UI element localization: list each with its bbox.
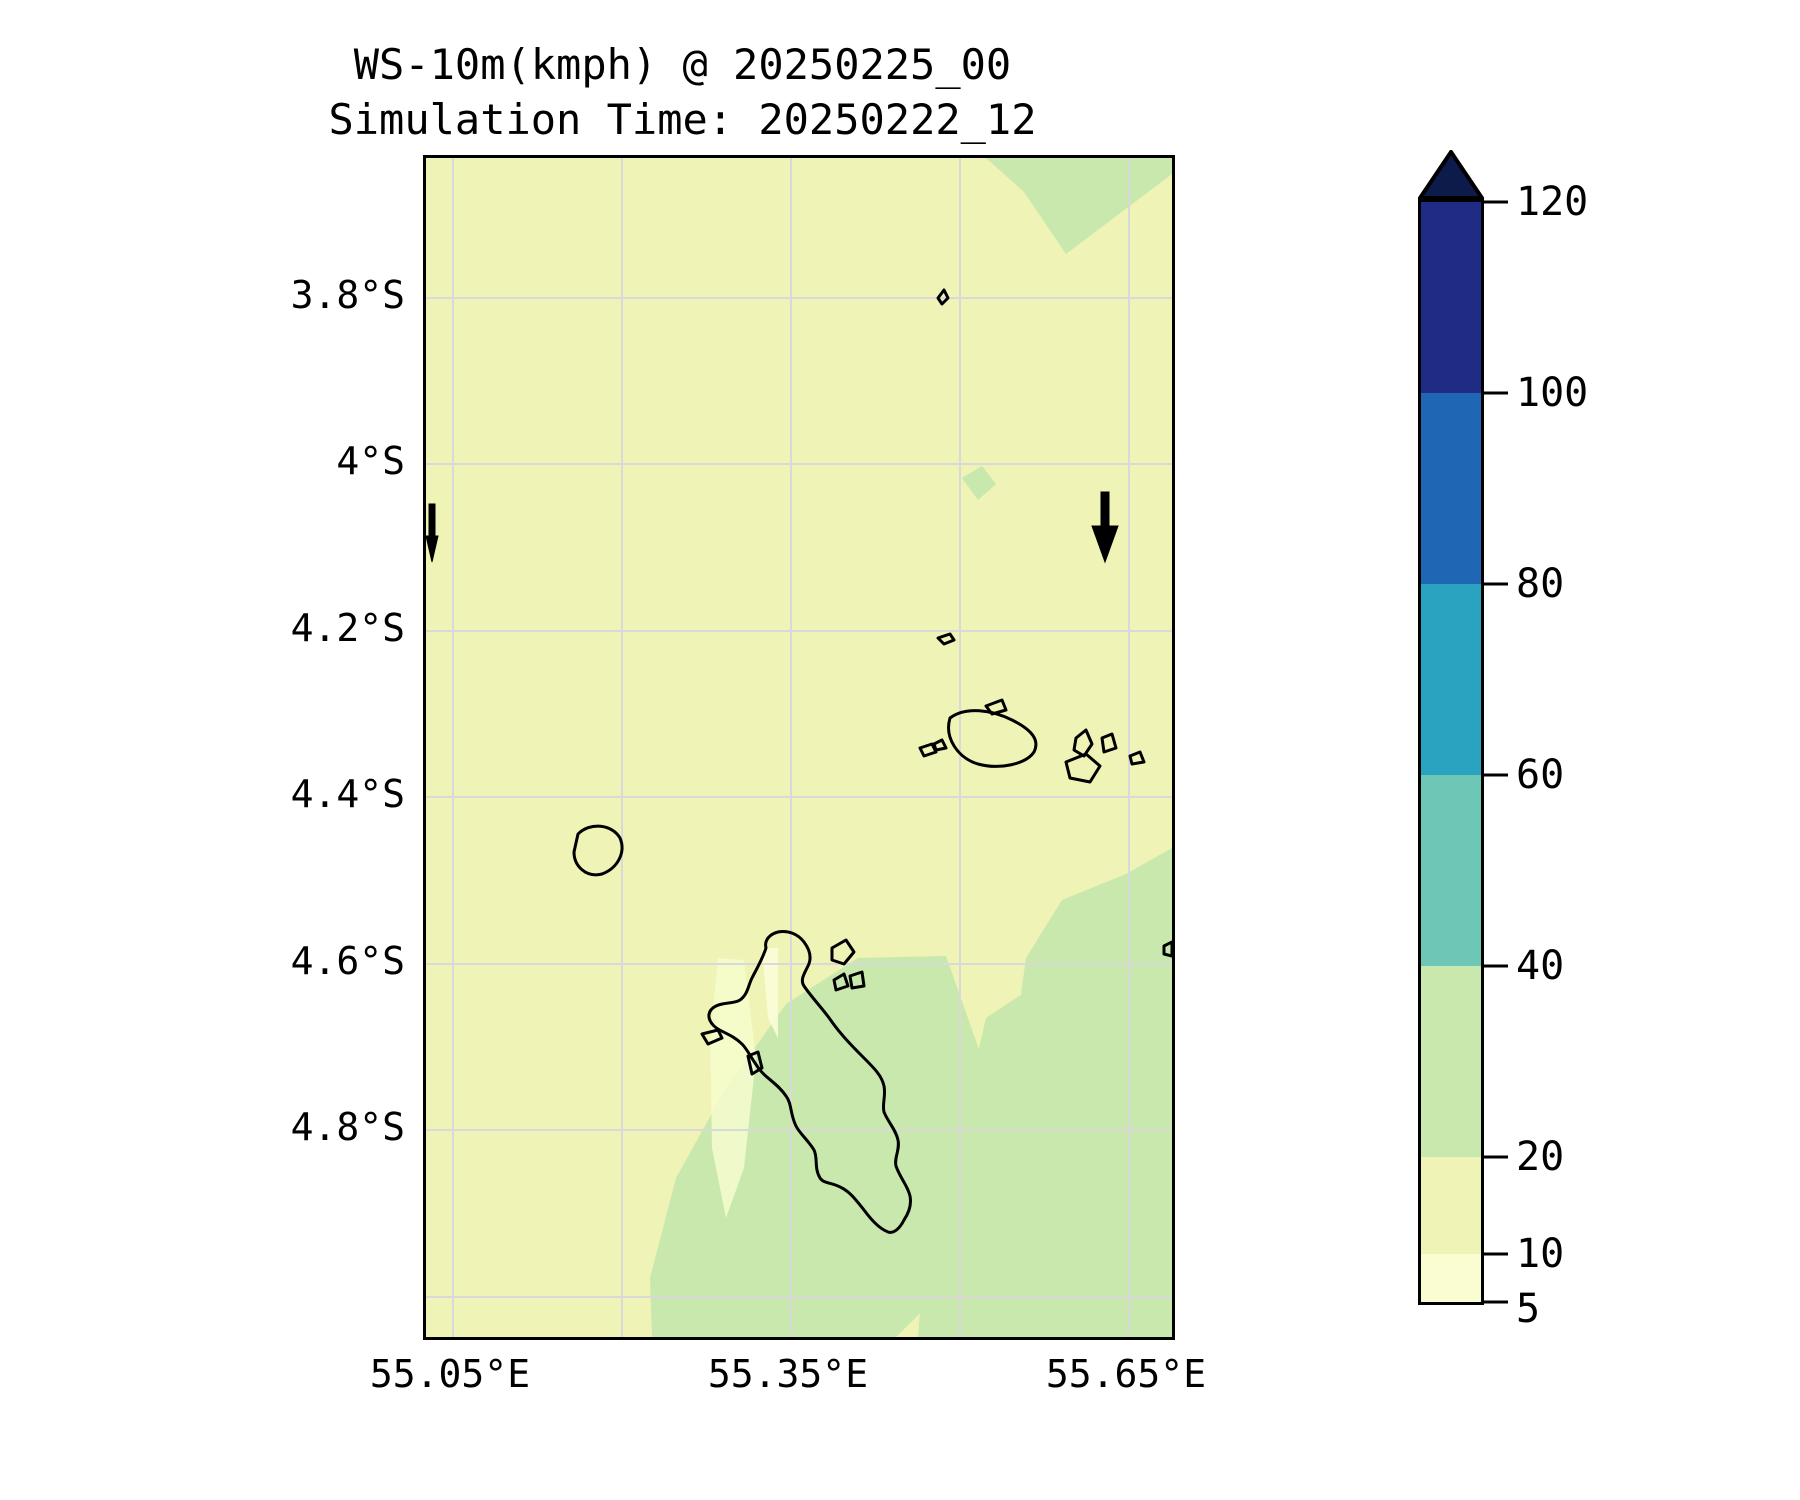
colorbar-label-20: 20 [1516, 1134, 1565, 1180]
contour-band-5-10 [710, 948, 778, 1218]
ytick-label-4-2-s: 4.2°S [290, 606, 405, 650]
wind-speed-contour-map [426, 158, 1172, 1337]
colorbar-tick-5 [1484, 1300, 1508, 1304]
colorbar-segment-60-80 [1421, 584, 1481, 775]
title-line-1: WS-10m(kmph) @ 20250225_00 [353, 40, 1012, 89]
colorbar-segment-80-100 [1421, 393, 1481, 584]
colorbar-label-5: 5 [1516, 1286, 1541, 1332]
chart-title: WS-10m(kmph) @ 20250225_00 Simulation Ti… [0, 38, 1365, 147]
wind-arrow-east [1091, 491, 1119, 564]
colorbar-label-120: 120 [1516, 179, 1589, 225]
colorbar-segment-40-60 [1421, 775, 1481, 966]
colorbar-gradient [1418, 199, 1484, 1305]
colorbar-label-40: 40 [1516, 943, 1565, 989]
wind-direction-arrows [426, 491, 1119, 564]
ytick-label-4-s: 4°S [336, 439, 405, 483]
colorbar-tick-100 [1484, 391, 1508, 395]
colorbar-segment-20-40 [1421, 966, 1481, 1157]
colorbar-tick-120 [1484, 200, 1508, 204]
contour-band-20-40 [650, 158, 1172, 1337]
colorbar-label-100: 100 [1516, 370, 1589, 416]
xtick-label-55-65-e: 55.65°E [1045, 1352, 1207, 1396]
xtick-label-55-05-e: 55.05°E [369, 1352, 531, 1396]
ytick-label-4-4-s: 4.4°S [290, 772, 405, 816]
ytick-label-3-8-s: 3.8°S [290, 273, 405, 317]
colorbar-extend-arrow [1418, 150, 1484, 200]
ytick-label-4-8-s: 4.8°S [290, 1105, 405, 1149]
colorbar-tick-60 [1484, 773, 1508, 777]
map-plot-area [423, 155, 1175, 1340]
colorbar: 120 100 80 60 40 20 10 5 [1418, 150, 1588, 1332]
colorbar-label-10: 10 [1516, 1231, 1565, 1277]
map-gridlines [426, 158, 1172, 1337]
xtick-label-55-35-e: 55.35°E [707, 1352, 869, 1396]
title-line-2: Simulation Time: 20250222_12 [328, 94, 1037, 144]
colorbar-tick-80 [1484, 582, 1508, 586]
colorbar-tick-10 [1484, 1252, 1508, 1256]
ytick-label-4-6-s: 4.6°S [290, 939, 405, 983]
coastlines [572, 288, 1172, 1234]
colorbar-segment-10-20 [1421, 1157, 1481, 1254]
colorbar-tick-40 [1484, 964, 1508, 968]
map-clip [426, 158, 1172, 1337]
colorbar-label-60: 60 [1516, 752, 1565, 798]
colorbar-label-80: 80 [1516, 561, 1565, 607]
colorbar-tick-20 [1484, 1155, 1508, 1159]
wind-arrow-west [426, 503, 439, 563]
colorbar-segment-5-10 [1421, 1254, 1481, 1302]
colorbar-segment-100-120 [1421, 202, 1481, 393]
